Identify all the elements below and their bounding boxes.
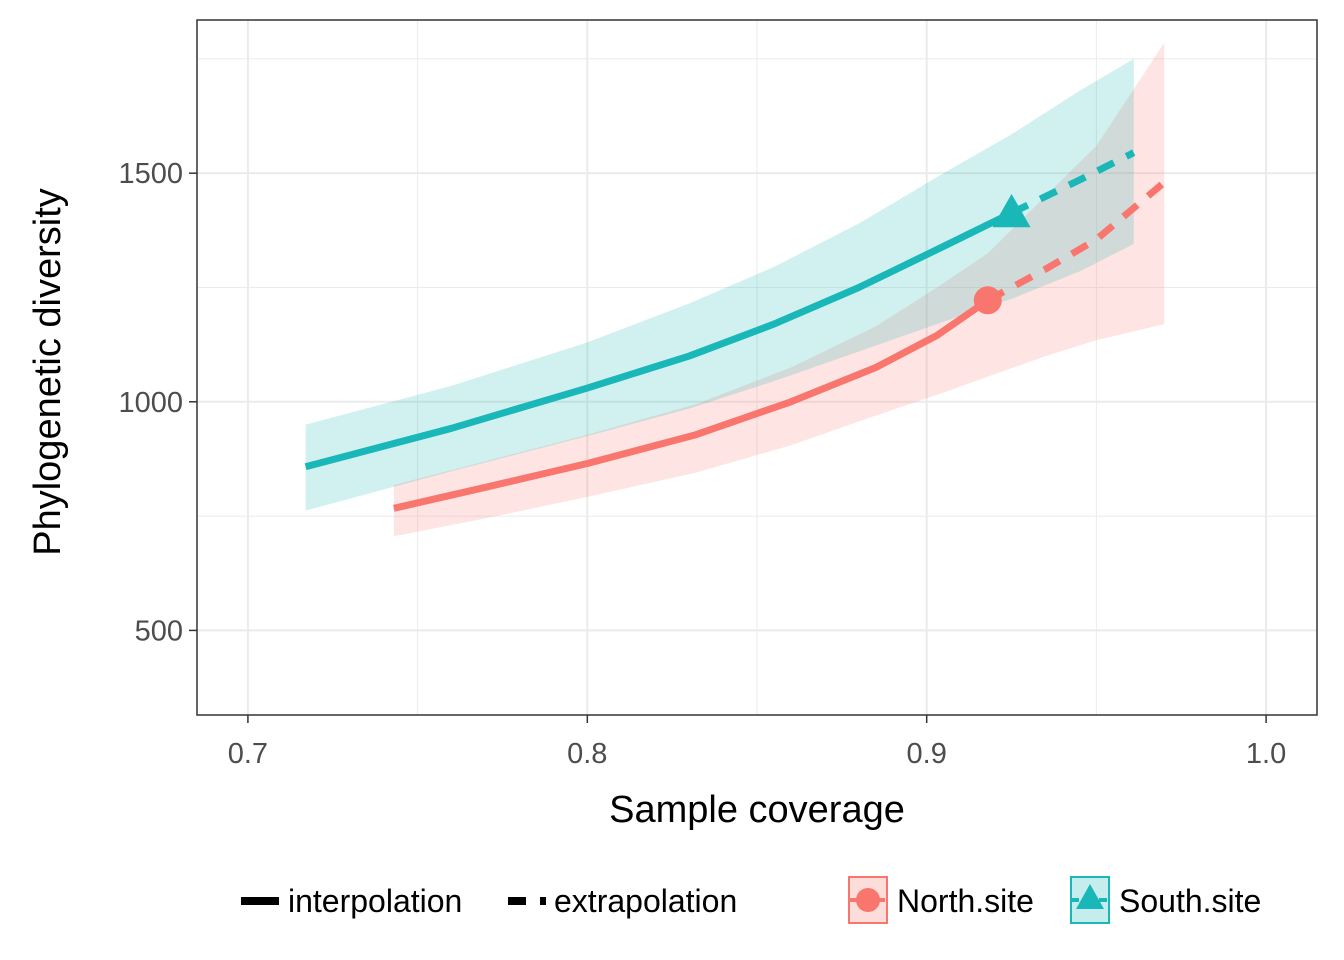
legend-south-label: South.site bbox=[1119, 883, 1261, 919]
x-tick-label: 0.8 bbox=[567, 738, 607, 770]
band-north-site bbox=[393, 42, 1165, 537]
observed-points bbox=[973, 193, 1031, 315]
observed-point-north-site bbox=[973, 286, 1002, 315]
legend-south-key bbox=[1070, 876, 1110, 924]
legend-north-label: North.site bbox=[897, 883, 1034, 919]
x-axis-ticks: 0.7 0.8 0.9 1.0 bbox=[228, 715, 1286, 770]
major-gridlines bbox=[197, 20, 1317, 715]
y-tick-label: 1000 bbox=[118, 387, 183, 419]
legend-interpolation-label: interpolation bbox=[288, 883, 462, 919]
observed-point-south-site bbox=[992, 193, 1031, 228]
legend-extrapolation-label: extrapolation bbox=[554, 883, 737, 919]
x-tick-label: 0.9 bbox=[907, 738, 947, 770]
x-tick-label: 0.7 bbox=[228, 738, 268, 770]
interpolation-line-south-site bbox=[304, 209, 1014, 471]
interpolation-line-north-site bbox=[393, 297, 990, 512]
y-axis-ticks: 500 1000 1500 bbox=[118, 158, 197, 647]
series-lines bbox=[304, 149, 1167, 512]
panel-border bbox=[196, 19, 1318, 716]
minor-gridlines bbox=[197, 20, 1317, 715]
band-south-site bbox=[305, 58, 1134, 511]
extrapolation-line-south-site bbox=[1010, 149, 1136, 217]
x-axis-title: Sample coverage bbox=[609, 789, 905, 831]
confidence-bands bbox=[305, 42, 1165, 537]
extrapolation-line-north-site bbox=[986, 179, 1167, 304]
y-tick-label: 1500 bbox=[118, 158, 183, 190]
y-tick-label: 500 bbox=[135, 615, 183, 647]
legend: interpolation extrapolation North.site S… bbox=[241, 876, 1261, 924]
x-tick-label: 1.0 bbox=[1246, 738, 1286, 770]
y-axis-title: Phylogenetic diversity bbox=[27, 188, 69, 556]
legend-north-key bbox=[848, 876, 888, 924]
